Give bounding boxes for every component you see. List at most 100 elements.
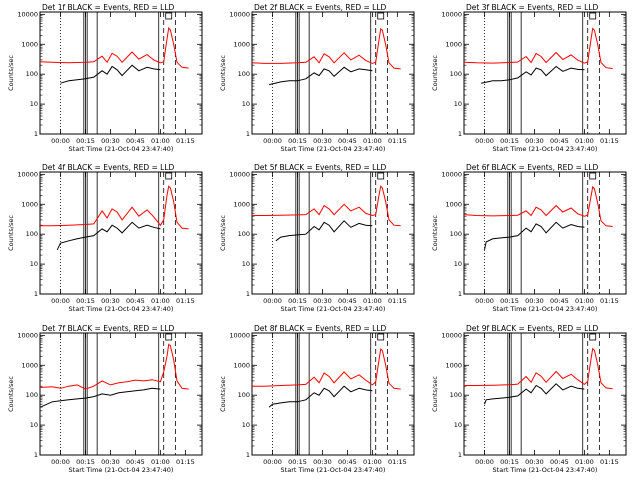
y-tick-label: 10	[454, 100, 462, 108]
x-tick-label: 01:00	[363, 458, 382, 466]
plot-frame	[251, 171, 415, 295]
flare-box-icon	[165, 12, 173, 20]
flare-box-icon	[165, 172, 173, 180]
x-tick-label: 01:00	[575, 137, 594, 145]
x-tick-label: 00:45	[126, 137, 145, 145]
panel-title: Det 8f BLACK = Events, RED = LLD	[254, 324, 387, 333]
flare-box-icon	[589, 333, 597, 341]
x-tick-label: 01:00	[151, 137, 170, 145]
x-tick-label: 01:15	[176, 137, 195, 145]
x-axis-label: Start Time (21-Oct-04 23:47:40)	[69, 305, 174, 313]
plot-frame	[463, 332, 627, 456]
x-tick-label: 00:00	[51, 458, 70, 466]
x-tick-label: 00:30	[101, 297, 120, 305]
series-events	[268, 385, 373, 408]
y-tick-label: 1000	[233, 40, 250, 48]
x-tick-label: 00:15	[288, 458, 307, 466]
flare-box-icon	[377, 12, 385, 20]
x-tick-label: 00:30	[525, 137, 544, 145]
y-tick-label: 10	[30, 100, 38, 108]
flare-box-icon	[377, 333, 385, 341]
x-tick-label: 00:00	[475, 458, 494, 466]
y-tick-label: 1	[246, 130, 250, 138]
x-tick-label: 00:00	[263, 137, 282, 145]
x-tick-label: 01:15	[388, 297, 407, 305]
panel-det-2: Det 2f BLACK = Events, RED = LLD 1 10 100 10…	[219, 3, 415, 153]
x-tick-label: 01:00	[363, 297, 382, 305]
y-tick-label: 1	[34, 451, 38, 459]
y-tick-label: 10000	[441, 170, 462, 178]
y-axis-label: Counts/sec	[431, 55, 439, 91]
series-lld	[463, 27, 613, 69]
y-tick-label: 10	[454, 260, 462, 268]
y-tick-label: 10000	[441, 10, 462, 18]
y-tick-label: 1	[458, 130, 462, 138]
flare-box-icon	[589, 12, 597, 20]
plot-frame	[251, 11, 415, 135]
x-tick-label: 00:15	[76, 458, 95, 466]
x-tick-label: 00:30	[101, 458, 120, 466]
x-tick-label: 00:15	[76, 297, 95, 305]
x-axis-label: Start Time (21-Oct-04 23:47:40)	[69, 466, 174, 474]
x-tick-label: 00:00	[475, 297, 494, 305]
flare-box-icon	[589, 172, 597, 180]
y-tick-label: 1000	[445, 40, 462, 48]
y-axis-label: Counts/sec	[7, 215, 15, 251]
y-tick-label: 10	[242, 100, 250, 108]
y-axis-label: Counts/sec	[7, 55, 15, 91]
panel-det-3: Det 3f BLACK = Events, RED = LLD 1 10 100 10…	[431, 3, 627, 153]
y-tick-label: 10	[242, 421, 250, 429]
x-axis-label: Start Time (21-Oct-04 23:47:40)	[281, 466, 386, 474]
series-lld	[252, 185, 401, 227]
panel-det-4: Det 4f BLACK = Events, RED = LLD 1 10 100 10…	[7, 163, 203, 313]
y-tick-label: 1	[458, 290, 462, 298]
x-tick-label: 00:15	[500, 137, 519, 145]
panel-title: Det 5f BLACK = Events, RED = LLD	[254, 163, 387, 172]
x-tick-label: 00:00	[51, 137, 70, 145]
y-axis-label: Counts/sec	[219, 376, 227, 412]
x-axis-label: Start Time (21-Oct-04 23:47:40)	[493, 466, 598, 474]
y-tick-label: 1000	[233, 200, 250, 208]
x-tick-label: 01:00	[363, 137, 382, 145]
series-events	[60, 64, 161, 84]
plot-frame	[39, 11, 203, 135]
panel-title: Det 1f BLACK = Events, RED = LLD	[42, 3, 175, 12]
x-tick-label: 00:45	[550, 137, 569, 145]
x-axis-label: Start Time (21-Oct-04 23:47:40)	[69, 145, 174, 153]
y-tick-label: 1000	[21, 361, 38, 369]
series-lld	[40, 185, 189, 230]
x-tick-label: 01:15	[176, 297, 195, 305]
x-tick-label: 00:00	[475, 137, 494, 145]
x-axis-label: Start Time (21-Oct-04 23:47:40)	[281, 145, 386, 153]
x-tick-label: 01:00	[575, 297, 594, 305]
y-tick-label: 1000	[21, 40, 38, 48]
panel-title: Det 7f BLACK = Events, RED = LLD	[42, 324, 175, 333]
plot-frame	[251, 332, 415, 456]
x-tick-label: 01:15	[600, 458, 619, 466]
x-tick-label: 00:45	[126, 458, 145, 466]
x-tick-label: 00:30	[101, 137, 120, 145]
y-tick-label: 1000	[21, 200, 38, 208]
panel-det-5: Det 5f BLACK = Events, RED = LLD 1 10 100 10…	[219, 163, 415, 313]
y-axis-label: Counts/sec	[219, 55, 227, 91]
x-tick-label: 00:15	[500, 458, 519, 466]
y-tick-label: 100	[238, 230, 250, 238]
x-tick-label: 00:30	[313, 137, 332, 145]
y-tick-label: 10	[30, 421, 38, 429]
y-tick-label: 10000	[229, 331, 250, 339]
panel-title: Det 9f BLACK = Events, RED = LLD	[466, 324, 599, 333]
y-tick-label: 10000	[229, 170, 250, 178]
y-tick-label: 100	[238, 70, 250, 78]
y-tick-label: 1	[34, 130, 38, 138]
series-lld	[252, 347, 401, 390]
x-tick-label: 00:45	[338, 458, 357, 466]
x-tick-label: 00:00	[263, 297, 282, 305]
x-axis-label: Start Time (21-Oct-04 23:47:40)	[493, 305, 598, 313]
x-tick-label: 00:45	[550, 297, 569, 305]
panel-title: Det 3f BLACK = Events, RED = LLD	[466, 3, 599, 12]
x-tick-label: 00:45	[550, 458, 569, 466]
series-lld	[39, 343, 189, 390]
x-tick-label: 00:30	[313, 297, 332, 305]
